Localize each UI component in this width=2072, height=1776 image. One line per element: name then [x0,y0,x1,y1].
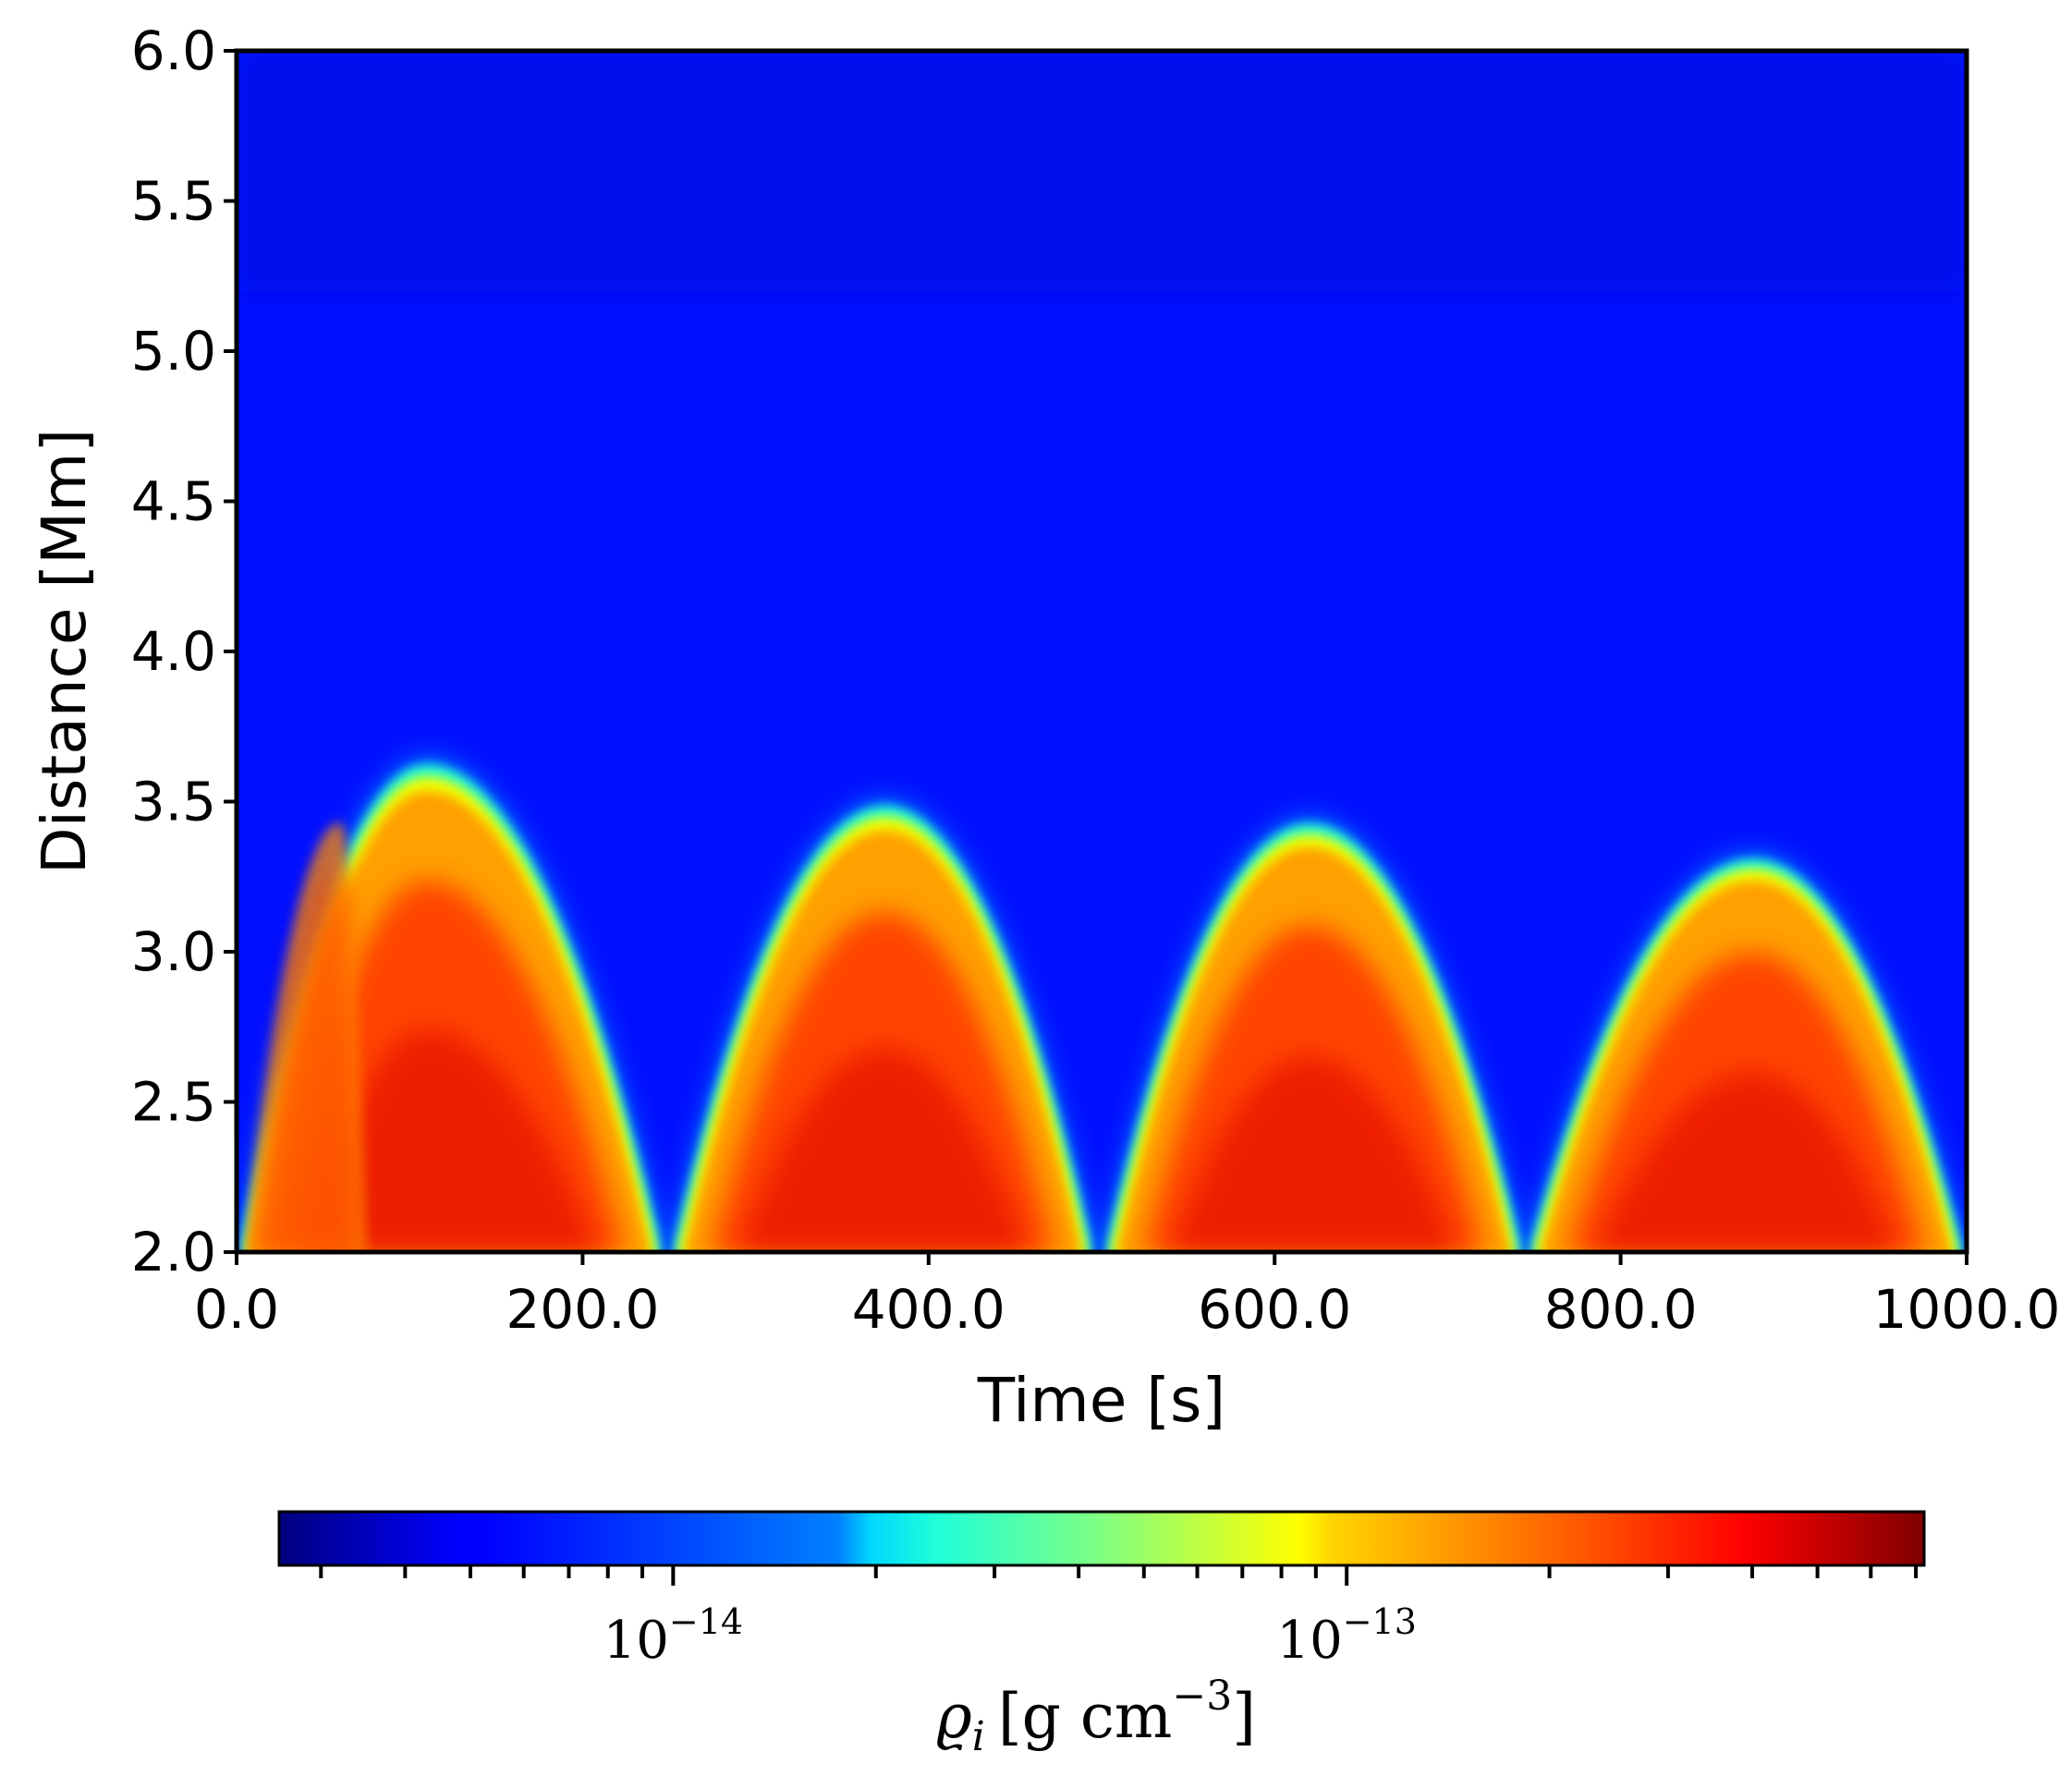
colorbar-label-symbol: ϱ [936,1681,972,1752]
y-tick-label: 2.0 [131,1221,216,1283]
density-arch-layer [737,1048,1028,1252]
x-tick-label: 800.0 [1544,1278,1698,1341]
colorbar-label-subscript: i [972,1713,985,1760]
x-tick-label: 600.0 [1198,1278,1351,1341]
y-axis-label: Distance [Mm] [29,429,100,874]
density-arch [1102,816,1526,1252]
density-arches [237,756,1967,1252]
x-tick-label: 0.0 [194,1278,279,1341]
x-tick-label: 400.0 [852,1278,1006,1341]
y-tick-label: 2.5 [131,1071,216,1134]
colorbar-label: ϱi [g cm−3] [936,1673,1256,1760]
y-tick-label: 4.0 [131,620,216,683]
colorbar-label-unit-close: ] [1232,1681,1256,1752]
density-arch-layer [1594,1072,1898,1252]
colorbar-tick-label: 10−13 [1276,1601,1416,1671]
colorbar-gradient [277,1510,1926,1567]
x-tick-label: 200.0 [506,1278,659,1341]
colorbar-tick-exponent: −13 [1343,1601,1417,1642]
density-arch-layer [1170,1055,1456,1252]
colorbar-tick-exponent: −14 [669,1601,743,1642]
density-arch [1525,852,1967,1252]
y-tick-label: 6.0 [131,19,216,82]
y-tick-label: 5.5 [131,170,216,233]
colorbar-tick-label: 10−14 [603,1601,743,1671]
y-tick-label: 3.0 [131,920,216,983]
colorbar-ticks: 10−14 10−13 [319,1565,1919,1671]
colorbar-tick-base: 10 [1276,1611,1342,1671]
secondary-arch-core [255,865,357,1252]
y-tick-label: 5.0 [131,320,216,383]
x-axis-label: Time [s] [977,1365,1225,1436]
colorbar-label-unit: [g cm [998,1681,1173,1752]
density-arch [669,798,1097,1252]
colorbar: 10−14 10−13 ϱi [g cm−3] [277,1510,1926,1760]
heatmap-area [237,51,1967,1252]
y-axis: 2.0 2.5 3.0 3.5 4.0 4.5 5.0 5.5 6.0 [131,19,237,1283]
y-tick-label: 3.5 [131,771,216,833]
heatmap-top-dark [237,51,1967,291]
colorbar-label-unit-exponent: −3 [1172,1673,1232,1720]
colorbar-tick-base: 10 [603,1611,669,1671]
y-tick-label: 4.5 [131,470,216,533]
density-arch-layer [305,1028,597,1252]
x-tick-label: 1000.0 [1873,1278,2061,1341]
x-axis: 0.0 200.0 400.0 600.0 800.0 1000.0 [194,1252,2061,1341]
